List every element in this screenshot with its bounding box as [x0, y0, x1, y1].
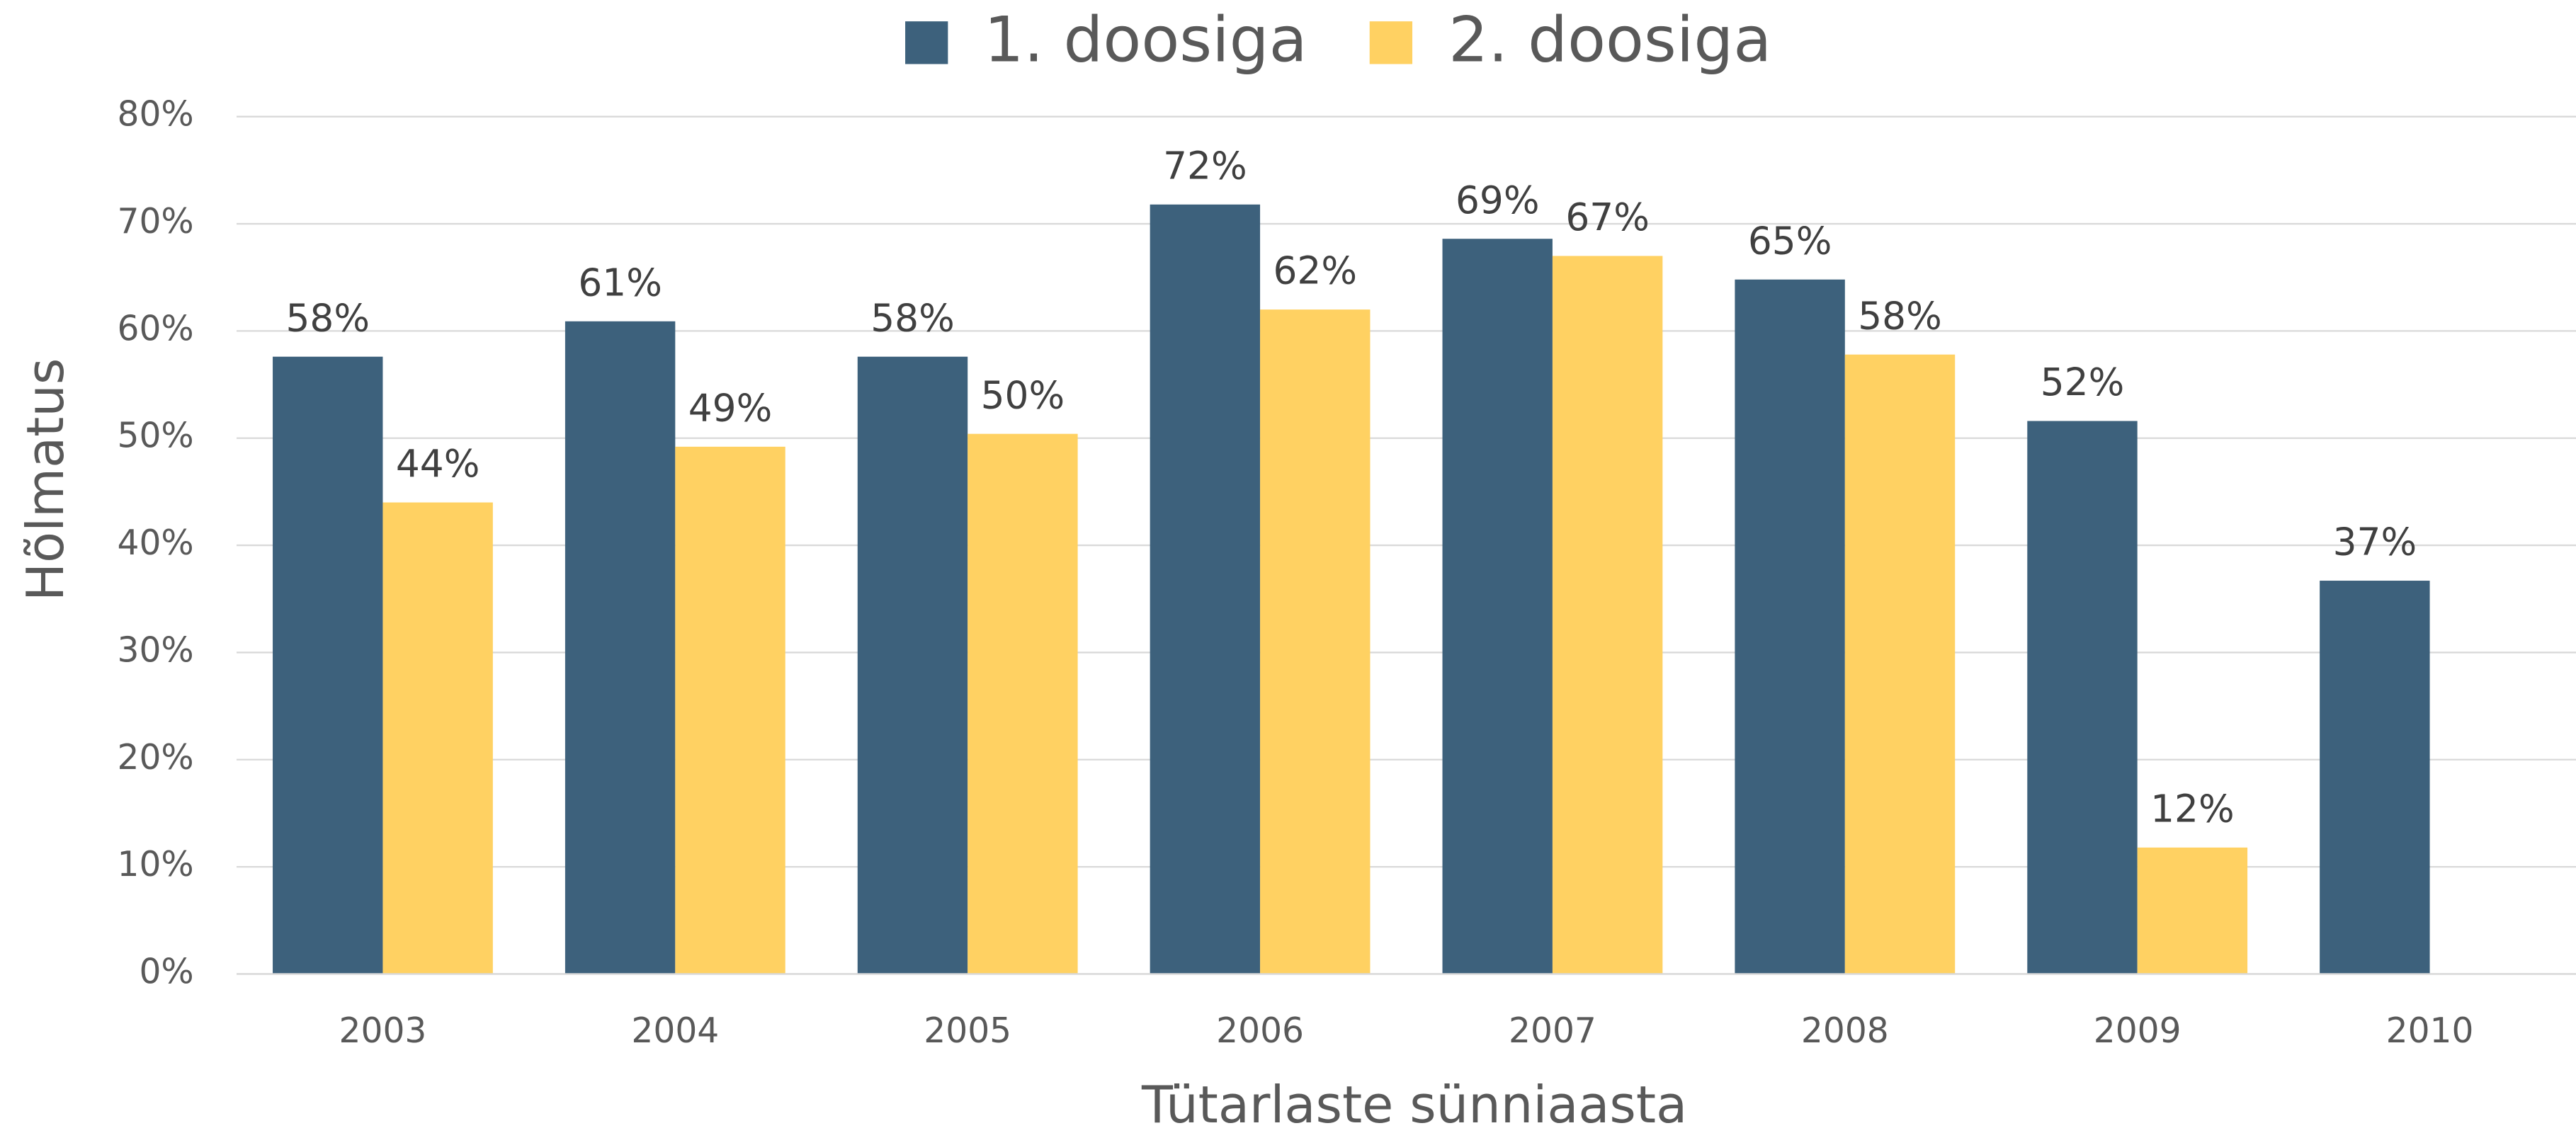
y-tick-label: 70%	[117, 202, 193, 241]
data-label: 52%	[2041, 360, 2125, 404]
x-axis-title: Tütarlaste sünniaasta	[1141, 1075, 1687, 1133]
data-label: 62%	[1273, 249, 1358, 293]
y-tick-label: 0%	[139, 952, 193, 991]
x-tick-label: 2004	[631, 1011, 719, 1051]
bar	[857, 356, 968, 974]
y-tick-label: 80%	[117, 95, 193, 135]
x-tick-label: 2010	[2386, 1011, 2474, 1051]
data-label: 58%	[285, 295, 370, 340]
bar	[2320, 581, 2430, 974]
y-tick-label: 40%	[117, 523, 193, 563]
bar	[1552, 256, 1663, 974]
x-tick-label: 2005	[924, 1011, 1011, 1051]
legend-swatch	[1369, 21, 1413, 64]
y-axis-title: Hõlmatus	[16, 358, 75, 601]
bar	[2137, 847, 2248, 974]
bar	[1150, 204, 1261, 974]
legend-swatch	[905, 21, 948, 64]
bar	[968, 433, 1078, 974]
data-label: 12%	[2150, 786, 2235, 831]
data-label: 72%	[1163, 143, 1247, 188]
data-label: 37%	[2333, 520, 2417, 564]
y-tick-label: 10%	[117, 845, 193, 884]
x-tick-label: 2003	[339, 1011, 426, 1051]
legend-label: 1. doosiga	[984, 4, 1307, 76]
bar	[1844, 354, 1956, 974]
data-label: 50%	[981, 372, 1065, 417]
data-label: 58%	[870, 295, 955, 340]
data-label: 69%	[1456, 178, 1540, 222]
bar	[1442, 239, 1553, 974]
data-label: 58%	[1858, 293, 1942, 338]
bar	[564, 321, 676, 974]
x-tick-label: 2009	[2094, 1011, 2181, 1051]
data-label: 65%	[1748, 218, 1832, 263]
data-label: 61%	[578, 260, 662, 304]
data-label: 67%	[1565, 195, 1650, 239]
x-tick-label: 2008	[1801, 1011, 1889, 1051]
bar	[1260, 309, 1371, 974]
y-tick-label: 60%	[117, 309, 193, 348]
y-tick-label: 20%	[117, 738, 193, 778]
bar	[273, 356, 383, 974]
data-label: 44%	[396, 441, 480, 486]
y-tick-label: 50%	[117, 416, 193, 456]
bar	[1735, 279, 1845, 974]
bar	[2027, 421, 2138, 974]
legend-label: 2. doosiga	[1448, 4, 1771, 76]
x-tick-label: 2007	[1509, 1011, 1596, 1051]
data-label: 49%	[688, 385, 773, 430]
bar	[675, 446, 785, 974]
y-tick-label: 30%	[117, 630, 193, 670]
x-tick-label: 2006	[1216, 1011, 1304, 1051]
bar	[382, 502, 493, 974]
